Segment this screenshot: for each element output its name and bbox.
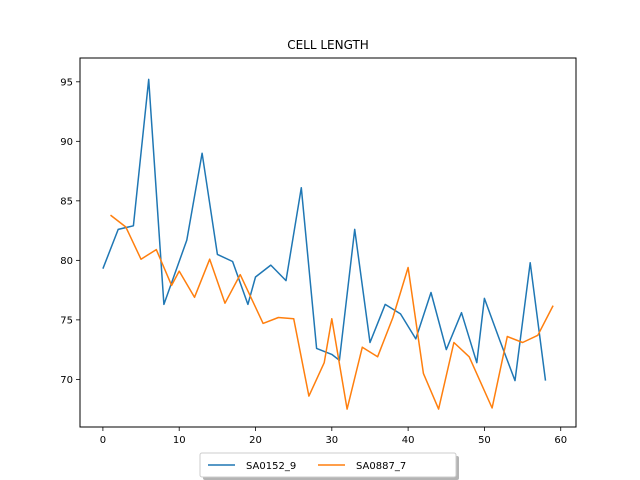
legend-label-1: SA0887_7 (356, 461, 406, 472)
x-tick-label: 50 (478, 435, 491, 446)
x-tick-label: 10 (173, 435, 186, 446)
plot-area (102, 78, 554, 410)
x-tick-label: 30 (325, 435, 338, 446)
y-tick-label: 95 (60, 77, 73, 88)
x-tick-label: 20 (249, 435, 262, 446)
plot-frame (79, 57, 577, 428)
chart-title: CELL LENGTH (287, 38, 369, 52)
x-axis: 0 10 20 30 40 50 60 (100, 427, 567, 446)
y-tick-label: 75 (60, 315, 73, 326)
y-tick-label: 80 (60, 256, 73, 267)
legend: SA0152_9 SA0887_7 (199, 452, 459, 480)
legend-label-0: SA0152_9 (246, 461, 296, 472)
y-axis: 70 75 80 85 90 95 (60, 77, 80, 386)
series-line-1 (110, 214, 554, 410)
y-tick-label: 70 (60, 375, 73, 386)
y-tick-label: 85 (60, 196, 73, 207)
y-tick-label: 90 (60, 137, 73, 148)
x-tick-label: 60 (554, 435, 567, 446)
series-line-0 (102, 78, 547, 382)
x-tick-label: 0 (100, 435, 106, 446)
x-tick-label: 40 (402, 435, 415, 446)
